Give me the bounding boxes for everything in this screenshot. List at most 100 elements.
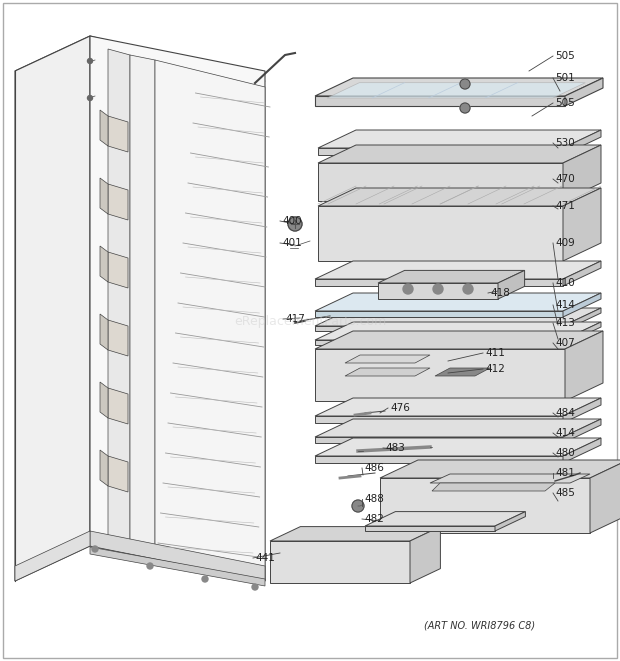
Circle shape bbox=[87, 59, 92, 63]
Polygon shape bbox=[108, 49, 130, 549]
Text: 410: 410 bbox=[555, 278, 575, 288]
Text: 481: 481 bbox=[555, 468, 575, 478]
Text: 471: 471 bbox=[555, 201, 575, 211]
Text: 414: 414 bbox=[555, 300, 575, 310]
Text: 486: 486 bbox=[364, 463, 384, 473]
Polygon shape bbox=[100, 110, 108, 146]
Polygon shape bbox=[130, 55, 155, 554]
Polygon shape bbox=[315, 398, 601, 416]
Text: 411: 411 bbox=[485, 348, 505, 358]
Circle shape bbox=[463, 284, 473, 294]
Polygon shape bbox=[100, 314, 108, 350]
Circle shape bbox=[147, 563, 153, 569]
Polygon shape bbox=[108, 252, 128, 288]
Polygon shape bbox=[495, 512, 525, 531]
Text: 407: 407 bbox=[555, 338, 575, 348]
Polygon shape bbox=[90, 36, 265, 581]
Circle shape bbox=[87, 95, 92, 100]
Polygon shape bbox=[563, 130, 601, 155]
Polygon shape bbox=[563, 145, 601, 201]
Polygon shape bbox=[15, 36, 265, 116]
Polygon shape bbox=[432, 483, 555, 491]
Polygon shape bbox=[90, 547, 265, 586]
Polygon shape bbox=[315, 340, 563, 345]
Text: 505: 505 bbox=[555, 51, 575, 61]
Circle shape bbox=[92, 546, 98, 552]
Polygon shape bbox=[108, 388, 128, 424]
Circle shape bbox=[352, 500, 364, 512]
Circle shape bbox=[433, 284, 443, 294]
Polygon shape bbox=[365, 512, 525, 526]
Polygon shape bbox=[315, 416, 563, 423]
Polygon shape bbox=[563, 188, 601, 261]
Polygon shape bbox=[315, 349, 565, 401]
Polygon shape bbox=[315, 293, 601, 311]
Polygon shape bbox=[318, 148, 563, 155]
Polygon shape bbox=[315, 437, 563, 443]
Polygon shape bbox=[315, 456, 563, 463]
Polygon shape bbox=[563, 322, 601, 345]
Polygon shape bbox=[315, 322, 601, 340]
Text: 413: 413 bbox=[555, 318, 575, 328]
Polygon shape bbox=[380, 478, 590, 533]
Polygon shape bbox=[563, 293, 601, 317]
Polygon shape bbox=[318, 163, 563, 201]
Text: 530: 530 bbox=[555, 138, 575, 148]
Text: 412: 412 bbox=[485, 364, 505, 374]
Text: (ART NO. WRI8796 C8): (ART NO. WRI8796 C8) bbox=[425, 621, 536, 631]
Polygon shape bbox=[315, 96, 565, 106]
Polygon shape bbox=[563, 261, 601, 286]
Polygon shape bbox=[270, 527, 440, 541]
Text: 482: 482 bbox=[364, 514, 384, 524]
Polygon shape bbox=[315, 78, 603, 96]
Polygon shape bbox=[15, 36, 90, 581]
Text: 409: 409 bbox=[555, 238, 575, 248]
Polygon shape bbox=[498, 270, 525, 299]
Polygon shape bbox=[90, 531, 265, 581]
Text: 505: 505 bbox=[555, 98, 575, 108]
Polygon shape bbox=[435, 368, 490, 376]
Text: 484: 484 bbox=[555, 408, 575, 418]
Circle shape bbox=[403, 284, 413, 294]
Polygon shape bbox=[430, 474, 590, 483]
Polygon shape bbox=[315, 438, 601, 456]
Polygon shape bbox=[410, 527, 440, 583]
Polygon shape bbox=[378, 283, 498, 299]
Polygon shape bbox=[380, 460, 620, 478]
Text: 488: 488 bbox=[364, 494, 384, 504]
Polygon shape bbox=[563, 419, 601, 443]
Polygon shape bbox=[315, 326, 563, 331]
Polygon shape bbox=[108, 320, 128, 356]
Polygon shape bbox=[563, 398, 601, 423]
Polygon shape bbox=[565, 78, 603, 106]
Polygon shape bbox=[590, 460, 620, 533]
Polygon shape bbox=[315, 331, 603, 349]
Polygon shape bbox=[365, 526, 495, 531]
Polygon shape bbox=[565, 331, 603, 401]
Polygon shape bbox=[318, 130, 601, 148]
Circle shape bbox=[460, 103, 470, 113]
Polygon shape bbox=[345, 368, 430, 376]
Polygon shape bbox=[100, 246, 108, 282]
Polygon shape bbox=[108, 184, 128, 220]
Polygon shape bbox=[100, 382, 108, 418]
Polygon shape bbox=[315, 419, 601, 437]
Text: 476: 476 bbox=[390, 403, 410, 413]
Circle shape bbox=[460, 79, 470, 89]
Polygon shape bbox=[345, 355, 430, 363]
Text: 480: 480 bbox=[555, 448, 575, 458]
Text: 400: 400 bbox=[282, 216, 301, 226]
Polygon shape bbox=[315, 308, 601, 326]
Text: 485: 485 bbox=[555, 488, 575, 498]
Polygon shape bbox=[108, 456, 128, 492]
Text: 483: 483 bbox=[385, 443, 405, 453]
Text: 414: 414 bbox=[555, 428, 575, 438]
Circle shape bbox=[288, 217, 302, 231]
Circle shape bbox=[252, 584, 258, 590]
Polygon shape bbox=[563, 308, 601, 331]
Text: 401: 401 bbox=[282, 238, 302, 248]
Text: 418: 418 bbox=[490, 288, 510, 298]
Text: 501: 501 bbox=[555, 73, 575, 83]
Polygon shape bbox=[155, 60, 265, 581]
Polygon shape bbox=[318, 145, 601, 163]
